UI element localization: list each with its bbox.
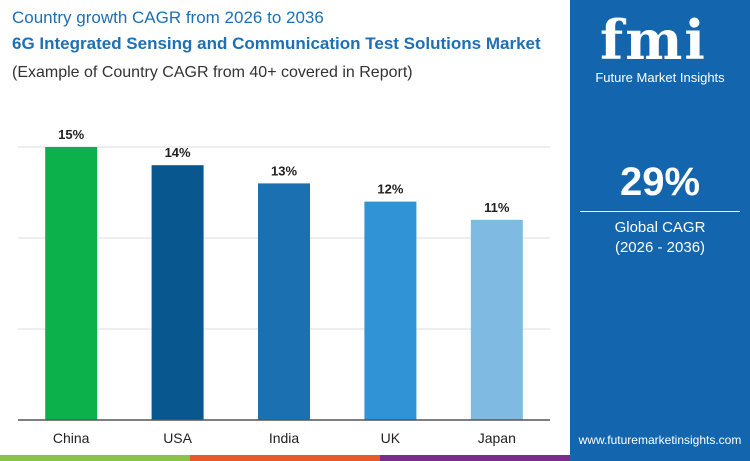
fmi-logo: fmi	[600, 8, 707, 72]
data-label: 15%	[58, 127, 84, 142]
stripe-purple	[380, 455, 570, 461]
global-cagr-period: (2026 - 2036)	[614, 239, 706, 256]
stripe-green	[0, 455, 190, 461]
x-tick-label: India	[269, 430, 300, 446]
data-label: 13%	[271, 163, 297, 178]
data-label: 11%	[484, 200, 510, 215]
global-cagr-label: Global CAGR (2026 - 2036)	[570, 218, 750, 258]
side-panel: fmi Future Market Insights 29% Global CA…	[570, 0, 750, 461]
data-label: 12%	[377, 182, 403, 197]
x-tick-label: USA	[163, 430, 192, 446]
website-link[interactable]: www.futuremarketinsights.com	[578, 433, 742, 447]
x-tick-label: Japan	[478, 430, 516, 446]
bar-chart: 15% China 14% USA 13% India 12% UK 11% Japan	[18, 127, 550, 446]
data-label: 14%	[165, 145, 191, 160]
x-tick-label: China	[53, 430, 90, 446]
bar-china	[45, 147, 98, 420]
chart-subtitle: 6G Integrated Sensing and Communication …	[12, 34, 541, 53]
global-cagr-value: 29%	[619, 160, 701, 204]
x-tick-label: UK	[381, 430, 401, 446]
divider	[580, 211, 740, 212]
stripe-orange	[190, 455, 380, 461]
bar-uk	[364, 201, 417, 420]
bar-usa	[151, 165, 204, 420]
bar-japan	[470, 219, 523, 420]
chart-title: Country growth CAGR from 2026 to 2036	[12, 8, 324, 27]
global-cagr-text: Global CAGR	[614, 219, 706, 236]
bar-india	[258, 183, 310, 420]
chart-note: (Example of Country CAGR from 40+ covere…	[12, 64, 413, 81]
logo-subtitle: Future Market Insights	[595, 70, 725, 85]
